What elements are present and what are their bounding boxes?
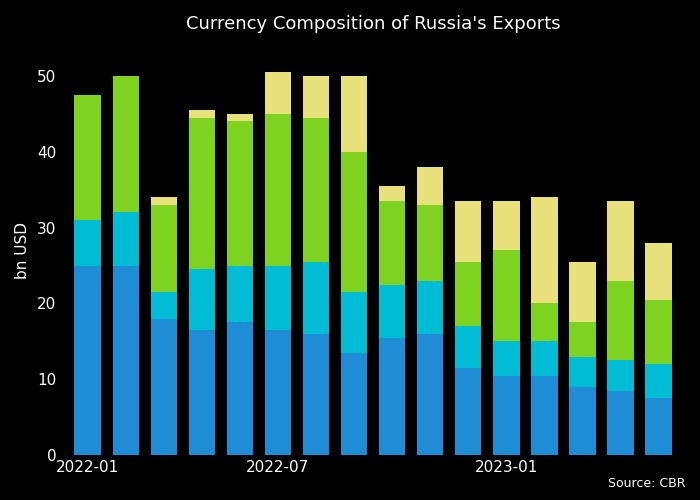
Bar [455,201,482,262]
Bar [150,205,177,292]
Bar [416,280,444,334]
Bar [607,390,634,455]
Bar [302,334,329,455]
Bar [265,114,291,266]
Bar [645,364,672,398]
Bar [302,76,329,118]
Bar [150,318,177,455]
Bar [493,201,519,250]
Text: Source: CBR: Source: CBR [608,477,686,490]
Bar [569,262,596,322]
Bar [455,262,482,326]
Bar [531,198,558,304]
Bar [455,326,482,368]
Bar [227,322,253,455]
Bar [341,292,368,353]
Bar [569,356,596,387]
Bar [379,186,405,201]
Bar [379,284,405,338]
Bar [74,266,101,455]
Bar [493,250,519,342]
Bar [569,322,596,356]
Bar [188,270,215,330]
Bar [150,292,177,318]
Bar [150,198,177,205]
Bar [227,122,253,266]
Bar [265,330,291,455]
Bar [416,167,444,205]
Bar [531,342,558,376]
Bar [493,376,519,455]
Bar [265,72,291,114]
Bar [607,280,634,360]
Bar [302,118,329,262]
Bar [645,398,672,455]
Bar [379,201,405,284]
Bar [531,304,558,342]
Bar [113,212,139,266]
Bar [302,262,329,334]
Bar [493,342,519,376]
Bar [645,243,672,300]
Bar [188,118,215,270]
Bar [227,114,253,122]
Bar [74,220,101,266]
Bar [341,152,368,292]
Bar [455,368,482,455]
Bar [416,205,444,281]
Bar [113,76,139,212]
Bar [188,330,215,455]
Bar [531,376,558,455]
Bar [341,76,368,152]
Bar [607,201,634,280]
Bar [607,360,634,390]
Bar [645,300,672,364]
Bar [227,266,253,322]
Bar [113,266,139,455]
Y-axis label: bn USD: bn USD [15,222,30,279]
Title: Currency Composition of Russia's Exports: Currency Composition of Russia's Exports [186,15,561,33]
Bar [188,110,215,118]
Bar [416,334,444,455]
Bar [265,266,291,330]
Bar [569,387,596,455]
Bar [379,338,405,455]
Bar [74,95,101,220]
Bar [341,353,368,455]
